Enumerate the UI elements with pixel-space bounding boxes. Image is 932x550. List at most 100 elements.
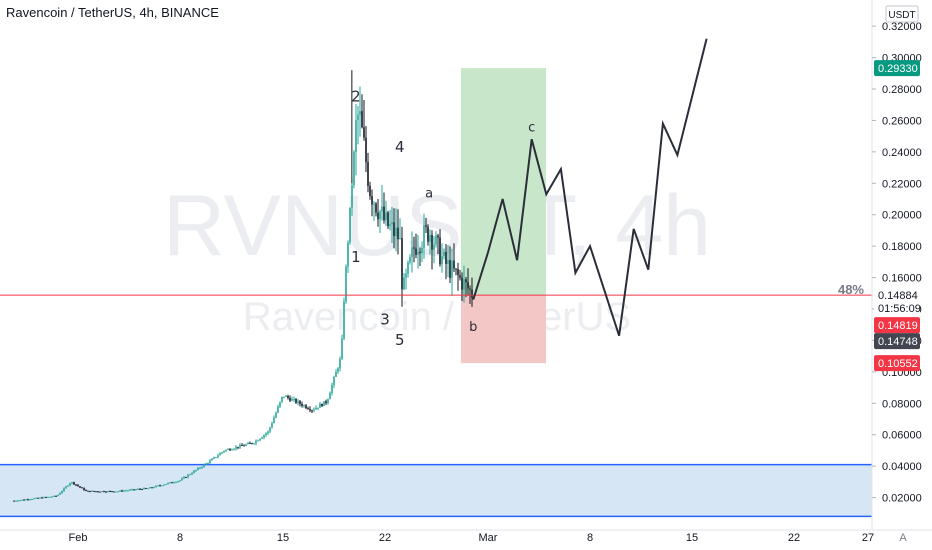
- candle-body: [177, 481, 179, 483]
- candle-body: [313, 409, 315, 411]
- candle-body: [141, 489, 143, 491]
- candle-body: [461, 277, 463, 290]
- candle-body: [227, 449, 229, 451]
- bar-countdown-text: 01:56:09: [878, 303, 921, 315]
- candle-body: [65, 486, 67, 489]
- candle-body: [299, 401, 301, 405]
- candle-body: [261, 437, 263, 439]
- candle-body: [465, 279, 467, 283]
- time-tick-label: 8: [177, 532, 183, 544]
- price-tick-label: 0.32000: [882, 21, 922, 33]
- candle-body: [329, 393, 331, 400]
- candle-body: [343, 301, 345, 339]
- wave-label-4: 4: [395, 138, 405, 156]
- candle-body: [347, 242, 349, 267]
- candle-body: [317, 407, 319, 409]
- candle-body: [395, 227, 397, 237]
- candle-body: [167, 482, 169, 485]
- time-tick-label: 22: [788, 532, 800, 544]
- candle-body: [15, 500, 17, 502]
- candle-body: [367, 162, 369, 186]
- candle-body: [31, 499, 33, 501]
- long-position-profit-zone[interactable]: [461, 68, 546, 296]
- candle-body: [437, 235, 439, 238]
- candle-body: [131, 489, 133, 491]
- candle-body: [471, 289, 473, 298]
- currency-unit-button[interactable]: [885, 5, 919, 23]
- candle-body: [17, 500, 19, 502]
- price-tick-label: 0.20000: [882, 210, 922, 222]
- candle-body: [235, 446, 237, 449]
- candle-body: [325, 401, 327, 404]
- candle-body: [419, 251, 421, 254]
- candle-body: [75, 484, 77, 486]
- candle-body: [311, 410, 313, 412]
- candle-body: [297, 401, 299, 403]
- time-tick-label: 27: [862, 532, 874, 544]
- candle-body: [183, 477, 185, 479]
- candle-body: [277, 406, 279, 413]
- candle-body: [239, 444, 241, 448]
- candle-body: [123, 490, 125, 492]
- candle-body: [241, 444, 243, 446]
- projected-wave-path[interactable]: [472, 38, 708, 337]
- candle-body: [117, 491, 119, 493]
- candle-body: [411, 247, 413, 257]
- candle-body: [231, 449, 233, 451]
- candle-body: [399, 238, 401, 240]
- candle-body: [81, 487, 83, 489]
- candle-body: [401, 238, 403, 290]
- candle-body: [433, 244, 435, 250]
- candle-body: [355, 120, 357, 152]
- candle-body: [309, 409, 311, 411]
- candle-body: [143, 488, 145, 490]
- candle-body: [221, 452, 223, 454]
- bid-price-badge-text: 0.14819: [878, 320, 918, 332]
- time-tick-label: 15: [686, 532, 698, 544]
- candle-body: [129, 489, 131, 491]
- support-zone[interactable]: [0, 464, 872, 517]
- candle-body: [179, 480, 181, 482]
- candle-body: [19, 500, 21, 502]
- candle-body: [153, 487, 155, 489]
- candle-body: [319, 403, 321, 408]
- timezone-button[interactable]: A: [899, 532, 907, 544]
- candle-body: [259, 438, 261, 441]
- price-tick-label: 0.22000: [882, 178, 922, 190]
- candle-body: [253, 443, 255, 445]
- candle-body: [187, 474, 189, 478]
- candle-body: [315, 407, 317, 410]
- candle-body: [447, 260, 449, 264]
- candle-body: [137, 488, 139, 490]
- candle-body: [429, 234, 431, 242]
- candle-body: [361, 111, 363, 128]
- candle-body: [455, 268, 457, 270]
- candle-body: [453, 260, 455, 269]
- candle-body: [331, 384, 333, 394]
- price-tick-label: 0.24000: [882, 147, 922, 159]
- candle-body: [145, 488, 147, 490]
- candle-body: [207, 463, 209, 465]
- time-axis[interactable]: Feb 8 15 22 Mar 8 15 22 27: [69, 532, 875, 544]
- candle-body: [147, 488, 149, 490]
- candle-body: [341, 338, 343, 359]
- candle-body: [245, 444, 247, 446]
- candle-body: [55, 495, 57, 497]
- candle-body: [445, 251, 447, 264]
- candle-body: [275, 412, 277, 418]
- candle-body: [333, 376, 335, 385]
- candle-body: [27, 499, 29, 501]
- candle-body: [353, 151, 355, 186]
- candle-body: [459, 275, 461, 278]
- candle-body: [417, 251, 419, 255]
- candle-body: [377, 212, 379, 220]
- candle-body: [43, 497, 45, 499]
- long-position-loss-zone[interactable]: [461, 295, 546, 364]
- candle-body: [335, 371, 337, 377]
- candle-body: [435, 235, 437, 245]
- candle-body: [403, 277, 405, 290]
- price-tick-label: 0.26000: [882, 115, 922, 127]
- candle-body: [219, 453, 221, 456]
